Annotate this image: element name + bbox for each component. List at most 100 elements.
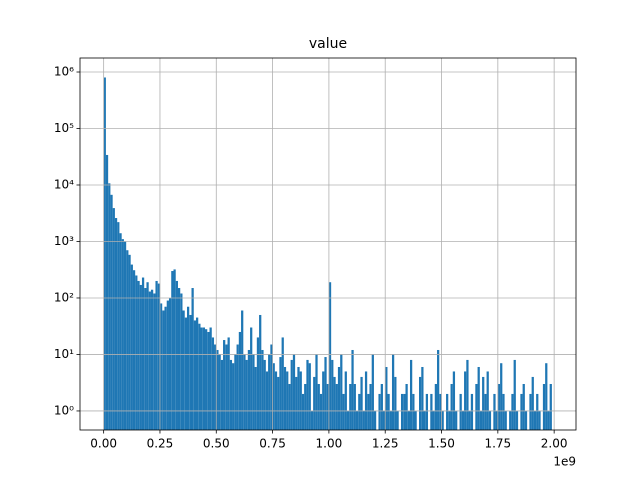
- bar: [123, 241, 127, 430]
- bar: [220, 359, 224, 430]
- bar: [103, 77, 106, 431]
- bar: [484, 393, 487, 430]
- y-tick-label: 10³: [54, 234, 74, 248]
- bar: [259, 314, 262, 430]
- bar: [371, 354, 374, 430]
- bar: [164, 306, 167, 430]
- y-tick-label: 10¹: [54, 347, 74, 361]
- bar: [450, 383, 453, 430]
- bar: [299, 371, 302, 430]
- x-tick-label: 0.25: [147, 437, 174, 451]
- bar: [477, 366, 480, 430]
- bar: [252, 354, 255, 430]
- bar: [245, 359, 248, 430]
- bar: [452, 371, 456, 430]
- y-tick-label: 10⁶: [54, 65, 74, 79]
- bar: [270, 344, 273, 430]
- y-tick-label: 10²: [54, 290, 74, 304]
- bar: [362, 410, 365, 430]
- bar: [342, 393, 345, 430]
- bar: [216, 349, 219, 430]
- bar: [288, 383, 291, 430]
- bar: [434, 383, 438, 430]
- bar: [549, 383, 552, 430]
- bar: [468, 410, 471, 430]
- bar: [126, 250, 129, 430]
- plot-frame: [79, 57, 577, 431]
- bar: [198, 323, 201, 430]
- bar: [110, 194, 113, 430]
- bar: [495, 410, 498, 430]
- bar: [250, 327, 253, 430]
- bar: [500, 363, 503, 430]
- bar: [155, 280, 158, 430]
- bar: [281, 337, 284, 430]
- bar: [144, 288, 147, 430]
- bar: [114, 218, 118, 430]
- bar: [177, 288, 181, 430]
- bar: [319, 393, 323, 430]
- bar: [522, 383, 525, 430]
- bar: [515, 410, 519, 430]
- bar: [301, 393, 305, 430]
- bar: [378, 393, 381, 430]
- bar: [333, 376, 336, 430]
- bar: [272, 363, 275, 430]
- bar: [308, 363, 311, 430]
- bar: [482, 376, 485, 430]
- bar: [409, 359, 413, 430]
- bar: [466, 359, 469, 430]
- bar: [389, 410, 392, 430]
- bar: [486, 371, 489, 430]
- bar: [340, 354, 343, 430]
- bar: [488, 410, 492, 430]
- bar: [295, 376, 298, 430]
- bar: [186, 306, 190, 430]
- bar: [509, 410, 512, 430]
- bar: [396, 410, 399, 430]
- bar: [419, 376, 422, 430]
- bar: [360, 376, 363, 430]
- bar: [268, 354, 271, 430]
- y-tick-label: 10⁰: [54, 403, 74, 417]
- bar: [234, 354, 237, 430]
- bar: [283, 366, 287, 430]
- bar: [241, 310, 244, 430]
- y-tick-label: 10⁵: [54, 121, 74, 135]
- bar: [331, 359, 334, 430]
- bar: [430, 393, 433, 430]
- bar: [182, 310, 185, 430]
- bar: [313, 376, 316, 430]
- bar: [529, 393, 532, 430]
- chart-title: value: [309, 36, 347, 52]
- bar: [175, 280, 178, 430]
- bar: [315, 354, 318, 430]
- x-tick-label: 0.00: [90, 437, 117, 451]
- x-tick-label: 1.50: [428, 437, 455, 451]
- bar: [542, 383, 546, 430]
- bar: [524, 410, 528, 430]
- bar: [414, 410, 417, 430]
- bar: [119, 233, 122, 430]
- bar: [446, 393, 449, 430]
- bar: [229, 359, 233, 430]
- bar: [470, 393, 474, 430]
- bar: [335, 383, 338, 430]
- bar: [504, 410, 507, 430]
- bar: [439, 393, 442, 430]
- bar: [261, 349, 264, 430]
- bar: [112, 208, 115, 430]
- x-tick-label: 2.00: [541, 437, 568, 451]
- bar: [367, 393, 370, 430]
- bar: [346, 410, 350, 430]
- bar: [139, 284, 142, 430]
- bar: [209, 327, 212, 430]
- bar: [380, 383, 383, 430]
- bar: [173, 269, 176, 430]
- bar: [353, 383, 356, 430]
- bar: [153, 293, 156, 430]
- bar: [227, 337, 230, 430]
- bar: [304, 383, 307, 430]
- bar: [162, 310, 165, 430]
- bar: [306, 359, 309, 430]
